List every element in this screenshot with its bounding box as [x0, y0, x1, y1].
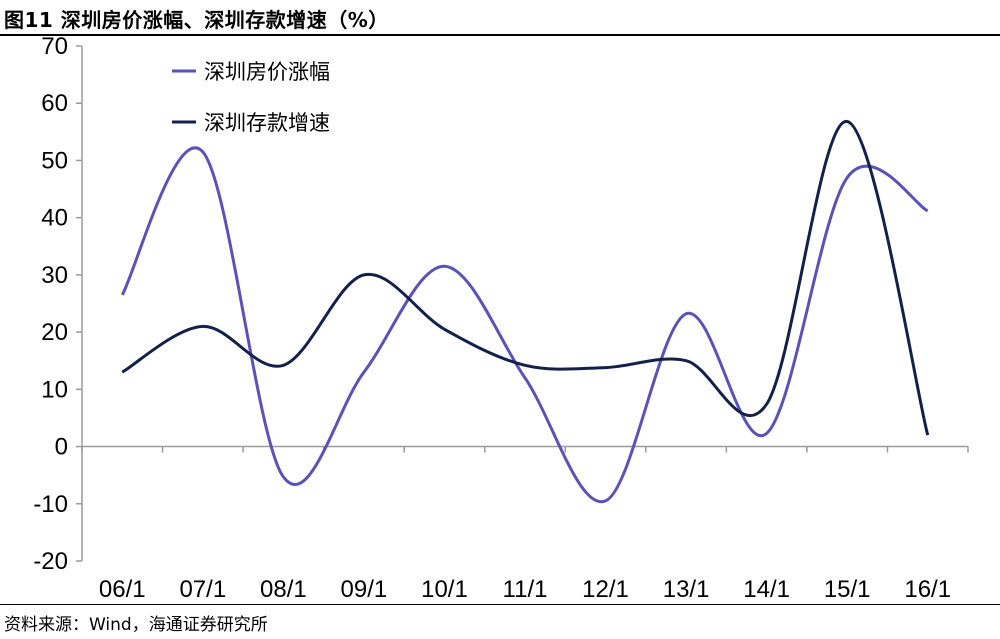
series-line-1: [120, 146, 929, 504]
y-tick-label: 30: [41, 262, 68, 289]
title-divider: [0, 34, 1000, 36]
source-note: 资料来源：Wind，海通证券研究所: [4, 615, 268, 635]
x-tick-label: 12/1: [582, 576, 629, 603]
x-tick-label: 11/1: [503, 576, 548, 603]
legend-label-2: 深圳存款增速: [204, 111, 330, 135]
y-tick-label: 60: [41, 90, 68, 117]
chart-series: [120, 120, 930, 504]
x-tick-label: 14/1: [743, 576, 790, 603]
y-tick-label: -20: [33, 548, 68, 575]
x-tick-label: 07/1: [179, 576, 226, 603]
x-tick-label: 10/1: [421, 576, 468, 603]
legend-label-1: 深圳房价涨幅: [204, 60, 330, 84]
y-tick-label: -10: [33, 491, 68, 518]
x-tick-label: 16/1: [904, 576, 951, 603]
x-tick-label: 15/1: [824, 576, 871, 603]
y-tick-label: 40: [41, 205, 68, 232]
source-divider: [0, 604, 1000, 605]
chart-axes: -20 -10 0 10 20 30 40 50 60 70 06/1 07/1 08/1 09/1 10/…: [33, 33, 969, 603]
y-tick-label: 50: [41, 147, 68, 174]
y-tick-label: 20: [41, 319, 68, 346]
x-tick-label: 09/1: [341, 576, 388, 603]
series-line-2: [121, 120, 930, 436]
x-tick-label: 08/1: [260, 576, 307, 603]
chart-title: 图11 深圳房价涨幅、深圳存款增速（%）: [4, 8, 389, 32]
y-tick-label: 70: [41, 33, 68, 60]
y-tick-label: 10: [41, 376, 68, 403]
x-tick-label: 13/1: [663, 576, 710, 603]
x-tick-label: 06/1: [99, 576, 146, 603]
y-tick-label: 0: [55, 434, 68, 461]
